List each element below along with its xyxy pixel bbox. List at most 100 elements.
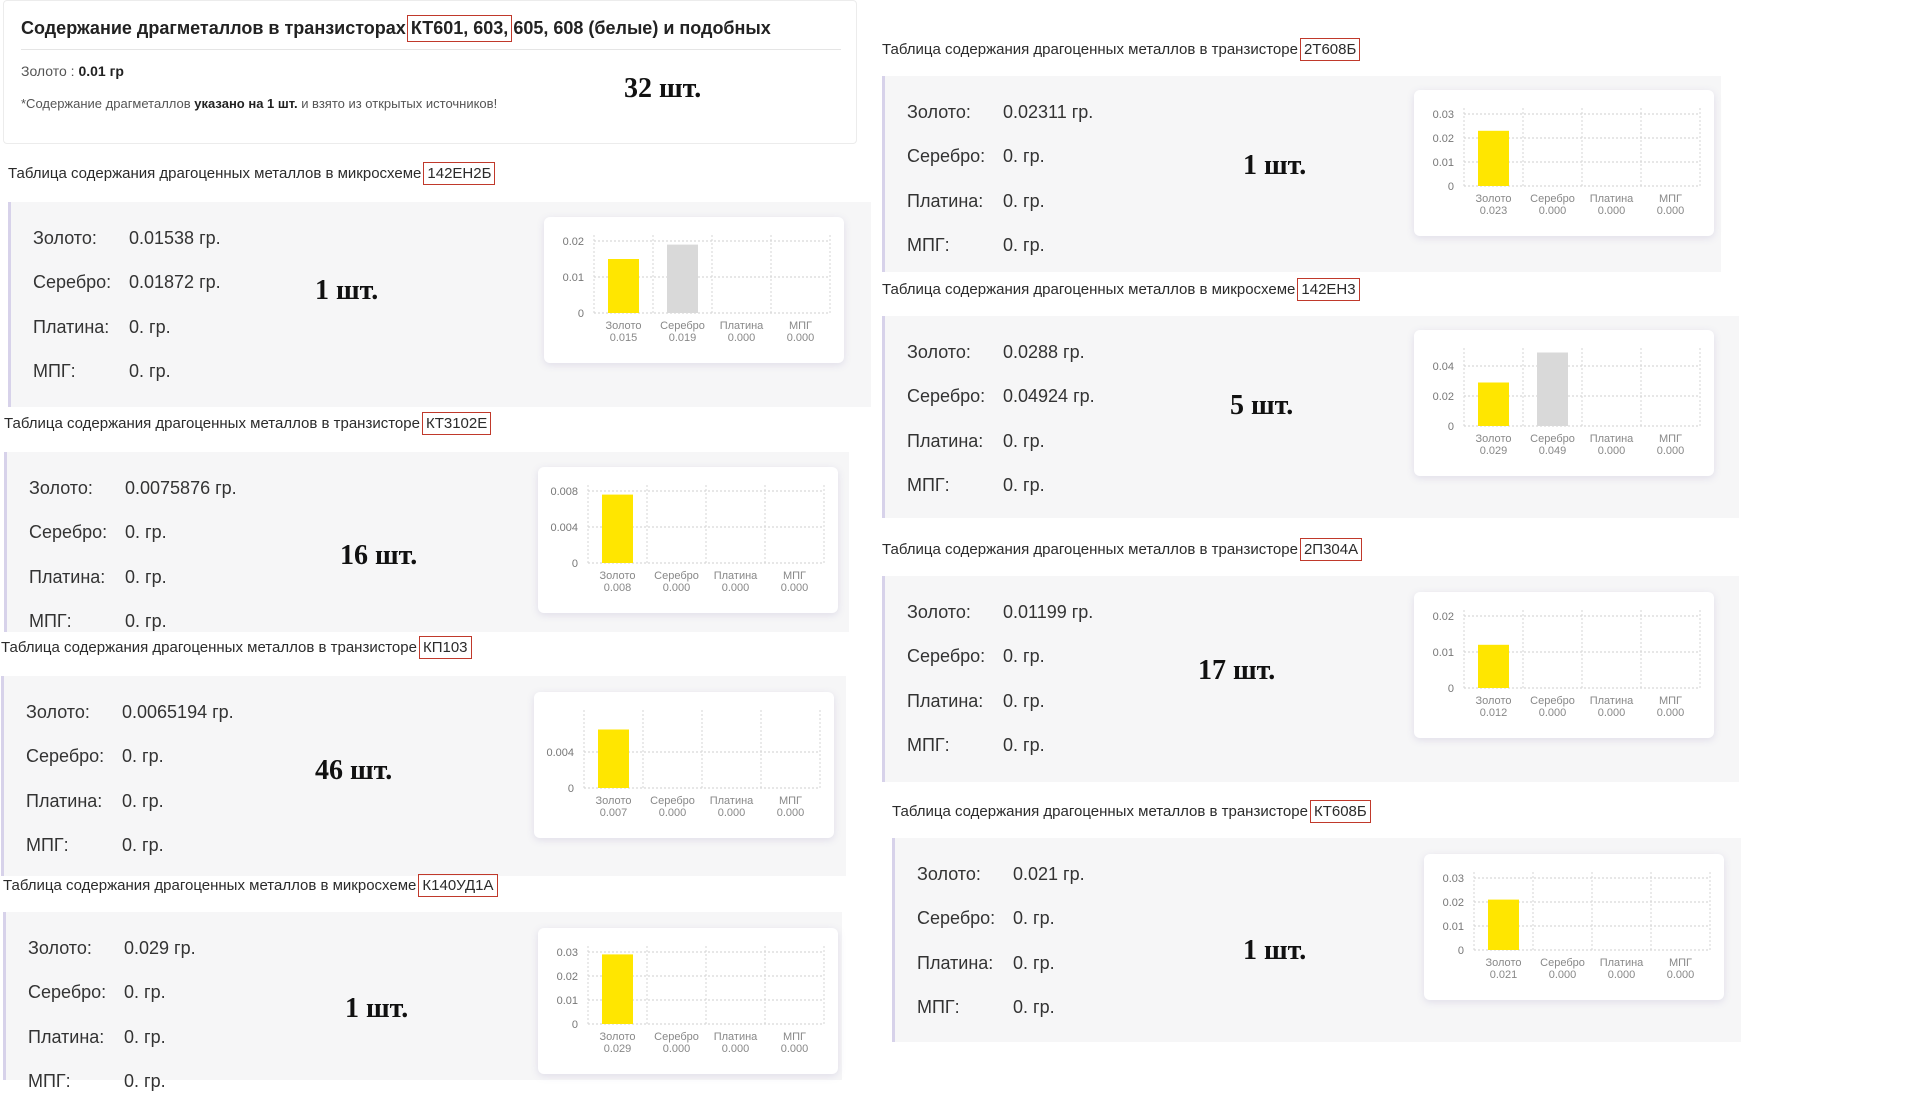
gold-value: 0.01538 гр.: [129, 228, 221, 249]
part-number: КП103: [419, 636, 472, 659]
value-label: 0.000: [1598, 445, 1626, 457]
category-label: Платина: [720, 320, 764, 332]
value-label: 0.049: [1539, 445, 1567, 457]
value-label: 0.015: [610, 332, 638, 344]
part-number: КТ3102Е: [422, 412, 491, 435]
platinum-label: Платина:: [907, 191, 1003, 212]
divider: [21, 49, 841, 50]
part-number: К140УД1А: [418, 874, 497, 897]
y-tick-label: 0.02: [1433, 133, 1454, 145]
value-label: 0.000: [659, 807, 687, 819]
value-label: 0.000: [781, 582, 809, 594]
category-label: Золото: [600, 570, 636, 582]
chart-svg: 00.010.02Золото0.012Серебро0.000Платина0…: [1414, 592, 1714, 738]
gold-label: Золото:: [917, 864, 1013, 885]
metal-list: Золото:0.029 гр.Серебро:0. гр.Платина:0.…: [28, 926, 196, 1104]
row-mpg: МПГ:0. гр.: [907, 224, 1093, 269]
silver-label: Серебро:: [29, 522, 125, 543]
section-title: Таблица содержания драгоценных металлов …: [8, 162, 495, 185]
category-label: МПГ: [783, 570, 806, 582]
row-mpg: МПГ:0. гр.: [917, 986, 1085, 1031]
mpg-value: 0. гр.: [122, 835, 164, 856]
row-platinum: Платина:0. гр.: [26, 779, 234, 824]
gold-label: Золото:: [907, 342, 1003, 363]
value-label: 0.012: [1480, 707, 1508, 719]
mpg-value: 0. гр.: [1003, 735, 1045, 756]
source-note: *Содержание драгметаллов указано на 1 шт…: [21, 96, 497, 111]
value-label: 0.000: [1549, 969, 1577, 981]
metal-list: Золото:0.0288 гр. Серебро:0.04924 гр. Плат…: [907, 330, 1095, 508]
y-tick-label: 0.01: [1433, 647, 1454, 659]
row-silver: Серебро:0. гр.: [907, 135, 1093, 180]
value-label: 0.007: [600, 807, 628, 819]
mpg-label: МПГ:: [33, 361, 129, 382]
value-label: 0.000: [1608, 969, 1636, 981]
section-title: Таблица содержания драгоценных металлов …: [892, 800, 1371, 823]
category-label: Платина: [710, 795, 754, 807]
bar-gold: [608, 259, 639, 313]
mpg-value: 0. гр.: [1003, 475, 1045, 496]
part-number: 2Т608Б: [1300, 38, 1360, 61]
value-label: 0.000: [663, 1043, 691, 1055]
platinum-value: 0. гр.: [1003, 191, 1045, 212]
category-label: Платина: [1590, 433, 1634, 445]
value-label: 0.000: [728, 332, 756, 344]
bar-gold: [1478, 645, 1509, 688]
platinum-label: Платина:: [917, 953, 1013, 974]
y-tick-label: 0.004: [550, 522, 578, 534]
platinum-label: Платина:: [907, 691, 1003, 712]
category-label: Золото: [1476, 433, 1512, 445]
bar-silver: [667, 245, 698, 313]
y-tick-label: 0.02: [1443, 897, 1464, 909]
section-title: Таблица содержания драгоценных металлов …: [882, 538, 1362, 561]
section-title: Таблица содержания драгоценных металлов …: [1, 636, 472, 659]
silver-label: Серебро:: [907, 386, 1003, 407]
category-label: Платина: [714, 1031, 758, 1043]
row-gold: Золото:0.0288 гр.: [907, 330, 1095, 375]
bar-gold: [1478, 383, 1509, 427]
category-label: Золото: [1476, 193, 1512, 205]
category-label: Золото: [1486, 957, 1522, 969]
y-tick-label: 0.01: [1433, 157, 1454, 169]
gold-value: 0.01199 гр.: [1003, 602, 1093, 623]
category-label: МПГ: [1659, 193, 1682, 205]
gold-label: Золото:: [33, 228, 129, 249]
value-label: 0.000: [1598, 205, 1626, 217]
y-tick-label: 0: [1448, 421, 1454, 433]
platinum-label: Платина:: [33, 317, 129, 338]
y-tick-label: 0.03: [557, 947, 578, 959]
metal-list: Золото:0.01199 гр.Серебро:0. гр. Платина:…: [907, 590, 1093, 768]
gold-value: 0.02311 гр.: [1003, 102, 1093, 123]
row-gold: Золото:0.01199 гр.: [907, 590, 1093, 635]
row-platinum: Платина:0. гр.: [907, 179, 1093, 224]
mpg-value: 0. гр.: [1003, 235, 1045, 256]
metal-list: Золото:0.0065194 гр.Серебро:0. гр.Платин…: [26, 690, 234, 868]
chart-svg: 00.010.020.03Золото0.029Серебро0.000Плат…: [538, 928, 838, 1074]
y-tick-label: 0: [578, 308, 584, 320]
silver-value: 0. гр.: [1013, 908, 1055, 929]
silver-label: Серебро:: [917, 908, 1013, 929]
value-label: 0.021: [1490, 969, 1518, 981]
chart-svg: 00.004Золото0.007Серебро0.000Платина0.00…: [534, 692, 834, 838]
row-silver: Серебро:0. гр.: [907, 635, 1093, 680]
mpg-label: МПГ:: [26, 835, 122, 856]
category-label: Золото: [1476, 695, 1512, 707]
platinum-label: Платина:: [907, 431, 1003, 452]
silver-value: 0.04924 гр.: [1003, 386, 1095, 407]
value-label: 0.008: [604, 582, 632, 594]
row-gold: Золото:0.01538 гр.: [33, 216, 221, 261]
gold-label: Золото:: [29, 478, 125, 499]
row-gold: Золото:0.02311 гр.: [907, 90, 1093, 135]
y-tick-label: 0: [568, 783, 574, 795]
value-label: 0.029: [1480, 445, 1508, 457]
y-tick-label: 0: [1448, 181, 1454, 193]
y-tick-label: 0.01: [557, 995, 578, 1007]
category-label: Серебро: [654, 1031, 699, 1043]
category-label: Платина: [1590, 695, 1634, 707]
chart-svg: 00.010.020.03Золото0.021Серебро0.000Плат…: [1424, 854, 1724, 1000]
value-label: 0.000: [1667, 969, 1695, 981]
gold-label: Золото:: [26, 702, 122, 723]
chart-svg: 00.010.020.03Золото0.023Серебро0.000Плат…: [1414, 90, 1714, 236]
